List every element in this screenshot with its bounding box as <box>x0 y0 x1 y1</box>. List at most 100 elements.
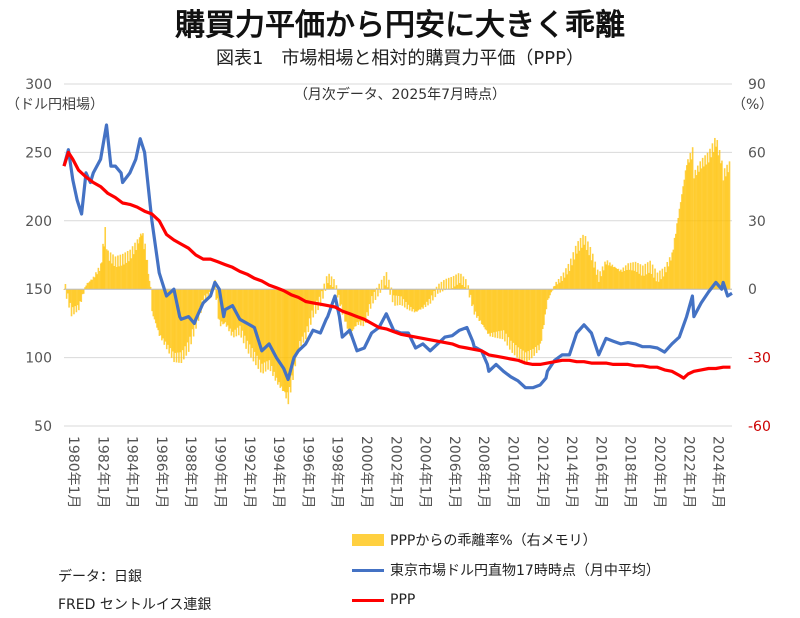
x-tick-label: 2008年1月 <box>475 436 491 509</box>
deviation-bar <box>390 287 393 290</box>
deviation-bar <box>434 289 437 298</box>
deviation-bar <box>277 289 279 385</box>
deviation-bar <box>76 289 79 306</box>
deviation-bar <box>485 289 488 331</box>
deviation-bar <box>100 263 102 290</box>
ppp-line <box>62 150 731 380</box>
deviation-bar <box>233 289 235 338</box>
deviation-bar <box>629 262 632 290</box>
deviation-bar <box>653 277 655 290</box>
deviation-bar <box>596 269 599 290</box>
deviation-bar <box>259 289 262 373</box>
deviation-bar <box>432 289 434 301</box>
deviation-bar <box>679 202 682 290</box>
deviation-bar <box>67 289 69 294</box>
deviation-bar <box>690 159 693 290</box>
deviation-bar <box>119 254 122 290</box>
deviation-bar <box>694 169 697 290</box>
deviation-bar <box>533 289 535 356</box>
deviation-bar <box>721 160 723 290</box>
deviation-bar <box>727 172 730 290</box>
deviation-bar <box>146 259 149 290</box>
deviation-bar <box>168 289 170 354</box>
deviation-bar <box>208 289 211 292</box>
deviation-bar <box>410 289 412 307</box>
left-tick-label: 100 <box>25 351 52 367</box>
deviation-bar <box>688 162 690 290</box>
deviation-bar <box>344 289 346 322</box>
deviation-bar <box>148 280 151 290</box>
deviation-bar <box>469 289 472 295</box>
deviation-bar <box>121 253 124 290</box>
deviation-bar <box>351 289 354 332</box>
deviation-bar <box>467 285 470 290</box>
deviation-bar <box>79 289 81 302</box>
deviation-bar <box>386 287 389 290</box>
deviation-bar <box>517 289 520 348</box>
deviation-bar <box>505 289 507 334</box>
deviation-bar <box>447 277 450 290</box>
deviation-bar <box>670 260 672 290</box>
deviation-bar <box>715 146 717 290</box>
deviation-bar <box>577 241 579 290</box>
chart-title: 購買力平価から円安に大きく乖離 <box>175 8 625 43</box>
deviation-bar <box>454 286 456 290</box>
deviation-bar <box>93 277 96 290</box>
deviation-bar <box>172 289 174 352</box>
deviation-bar <box>482 289 484 325</box>
deviation-bar <box>379 289 382 293</box>
deviation-bar <box>726 164 728 290</box>
deviation-bar <box>161 289 163 341</box>
deviation-bar <box>568 270 571 290</box>
x-tick-label: 2002年1月 <box>387 436 403 509</box>
deviation-bar <box>117 255 119 290</box>
deviation-bar <box>587 241 589 290</box>
deviation-bar <box>157 289 159 331</box>
deviation-bar <box>158 289 161 336</box>
deviation-bar <box>97 267 100 290</box>
deviation-bar <box>402 289 405 300</box>
deviation-bar <box>373 289 376 292</box>
deviation-bar <box>642 265 644 290</box>
deviation-bar <box>330 276 333 290</box>
right-axis-label: （%） <box>732 97 774 113</box>
deviation-bar <box>378 283 380 290</box>
deviation-bar <box>499 289 501 339</box>
deviation-bar <box>164 289 167 342</box>
deviation-bar <box>689 152 692 290</box>
deviation-bar <box>540 289 543 341</box>
deviation-bar <box>696 165 699 290</box>
deviation-bar <box>574 245 577 290</box>
deviation-bar <box>195 289 197 329</box>
deviation-bar <box>180 289 183 364</box>
deviation-bar <box>73 289 75 315</box>
deviation-bar <box>246 289 249 341</box>
deviation-bar <box>142 233 144 290</box>
deviation-bar <box>673 237 676 290</box>
deviation-bar <box>289 289 292 393</box>
deviation-bar <box>631 270 633 290</box>
deviation-bar <box>550 289 553 293</box>
deviation-bar <box>70 289 73 317</box>
deviation-bar <box>366 289 368 313</box>
deviation-bar <box>529 289 532 350</box>
deviation-bar <box>472 289 474 305</box>
right-tick-label: 60 <box>748 145 766 161</box>
market-rate-line <box>62 123 733 390</box>
deviation-bar <box>567 263 570 290</box>
deviation-bar <box>612 267 615 290</box>
chart-subtitle: 図表1 市場相場と相対的購買力平価（PPP） <box>215 48 584 69</box>
deviation-bar <box>500 289 503 331</box>
deviation-bar <box>395 289 398 296</box>
deviation-bar <box>683 179 686 290</box>
deviation-bar <box>320 289 323 292</box>
deviation-bar <box>302 289 305 343</box>
deviation-bar <box>530 289 533 359</box>
deviation-bar <box>554 285 556 290</box>
deviation-bar <box>216 289 219 299</box>
deviation-bar <box>609 262 611 290</box>
deviation-bar <box>559 282 561 290</box>
deviation-bar <box>718 150 721 290</box>
deviation-bar <box>328 273 330 290</box>
deviation-bar <box>101 262 103 290</box>
